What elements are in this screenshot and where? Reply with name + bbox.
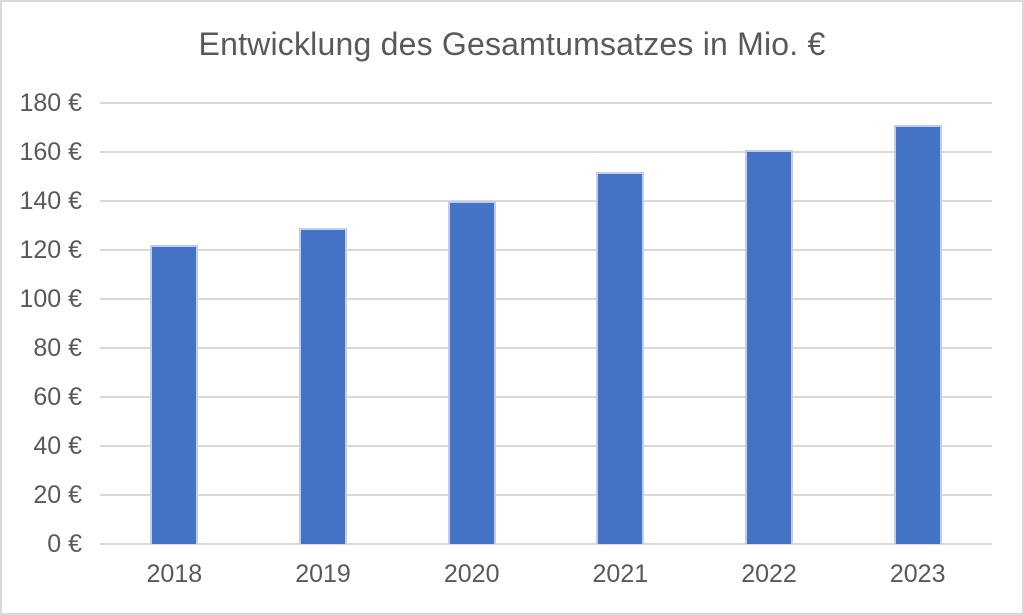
y-axis: 0 € 20 € 40 € 60 € 80 € 100 € 120 € 140 € 160 € 1… — [2, 89, 82, 558]
bar-2023 — [893, 125, 942, 544]
gridlines — [100, 102, 992, 545]
bar-2022 — [745, 149, 794, 544]
gridline-0 — [100, 543, 992, 545]
gridline-40 — [100, 445, 992, 447]
x-axis-tick-label-2020: 2020 — [443, 560, 500, 588]
bar-2021 — [596, 171, 645, 544]
x-axis-tick-label-2022: 2022 — [741, 560, 797, 588]
bar-slot-2020 — [397, 103, 546, 544]
y-axis-tick-label-40: 40 € — [33, 432, 82, 460]
gridline-120 — [100, 249, 992, 251]
y-axis-tick-label-100: 100 € — [19, 285, 82, 313]
bar-2019 — [299, 227, 347, 544]
x-axis-tick-label-2019: 2019 — [295, 560, 351, 588]
gridline-80 — [100, 347, 992, 349]
gridline-180 — [100, 102, 992, 104]
x-axis-tick-label-2018: 2018 — [146, 560, 203, 588]
x-axis-tick-label-2023: 2023 — [889, 560, 946, 588]
y-axis-tick-label-120: 120 € — [19, 236, 82, 264]
x-axis-tick-label-2021: 2021 — [592, 560, 649, 588]
y-axis-tick-label-20: 20 € — [33, 481, 82, 509]
bar-slot-2018 — [100, 103, 249, 544]
bar-slot-2019 — [249, 103, 398, 544]
gridline-100 — [100, 298, 992, 300]
gridline-160 — [100, 151, 992, 153]
chart-title: Entwicklung des Gesamtumsatzes in Mio. € — [198, 26, 826, 62]
gridline-20 — [100, 494, 992, 496]
bar-2020 — [447, 201, 496, 544]
y-axis-tick-label-180: 180 € — [19, 89, 82, 117]
bar-series — [100, 103, 992, 544]
gridline-60 — [100, 396, 992, 398]
x-axis: 2018 2019 2020 2021 2022 2023 — [100, 560, 992, 589]
y-axis-tick-label-140: 140 € — [19, 187, 82, 215]
bar-slot-2021 — [546, 103, 695, 544]
y-axis-tick-label-60: 60 € — [33, 383, 82, 411]
y-axis-tick-label-160: 160 € — [19, 138, 82, 166]
bar-2018 — [150, 245, 199, 544]
y-axis-tick-label-80: 80 € — [33, 334, 82, 362]
bar-slot-2022 — [695, 103, 844, 544]
plot-area — [100, 102, 992, 545]
gridline-140 — [100, 200, 992, 202]
y-axis-tick-label-0: 0 € — [47, 530, 82, 558]
bar-slot-2023 — [843, 103, 992, 544]
